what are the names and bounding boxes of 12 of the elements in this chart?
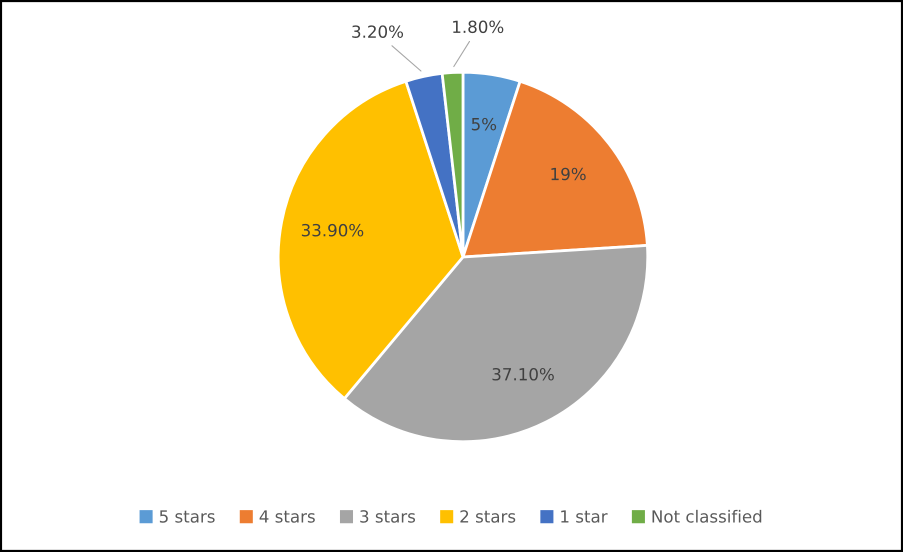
data-label: 5% xyxy=(472,118,496,130)
legend-label: Not classified xyxy=(652,510,762,523)
legend-label: 4 stars xyxy=(260,510,315,523)
legend-label: 1 star xyxy=(561,510,608,523)
legend-label: 5 stars xyxy=(160,510,215,523)
data-label: 37.10% xyxy=(492,368,554,381)
legend-label: 2 stars xyxy=(460,510,516,523)
data-label: 33.90% xyxy=(302,224,364,236)
legend-label: 3 stars xyxy=(360,510,416,523)
data-label: 19% xyxy=(551,168,586,180)
data-label: 1.80% xyxy=(453,20,504,34)
data-label: 3.20% xyxy=(352,25,404,38)
